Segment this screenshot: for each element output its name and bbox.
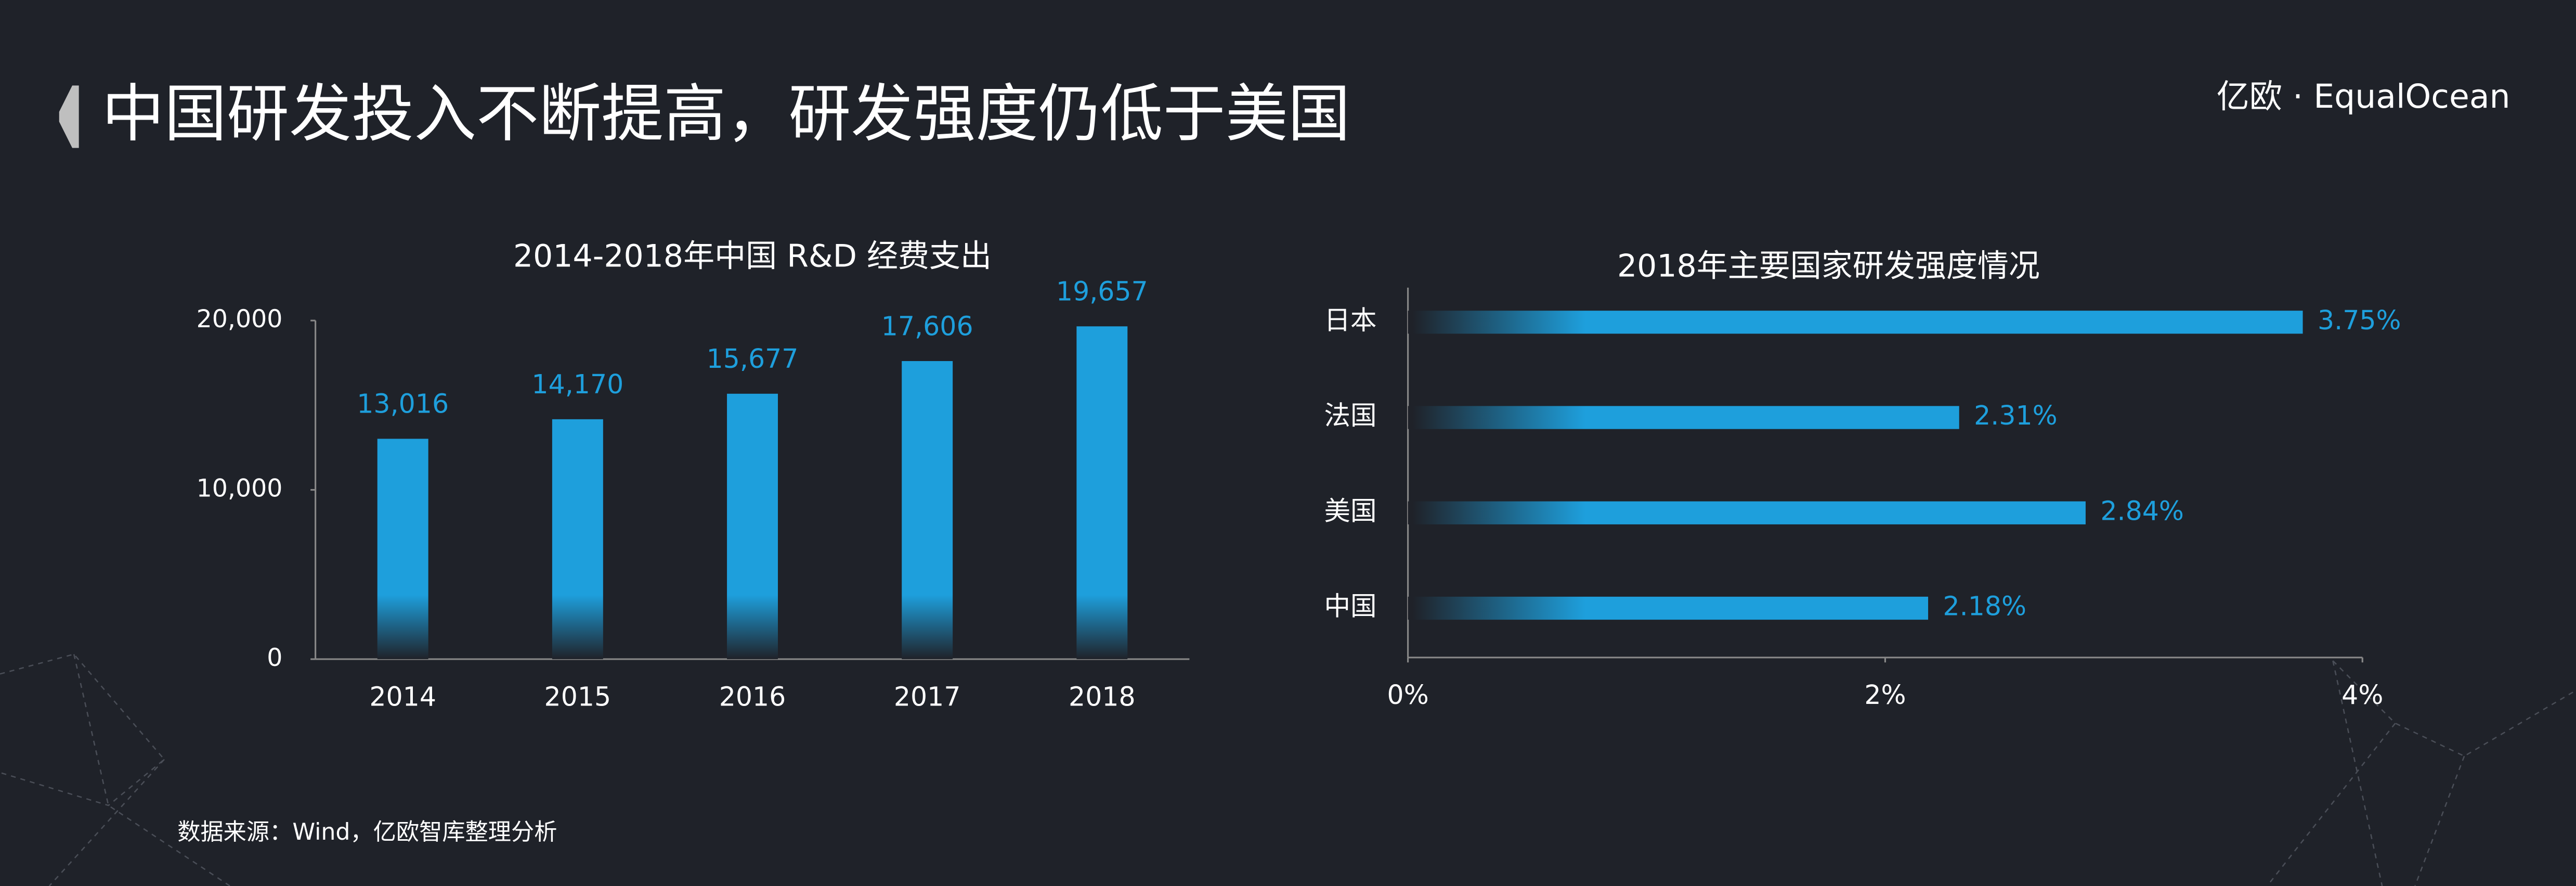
bar xyxy=(1408,406,1959,429)
bar xyxy=(1408,311,2303,334)
data-label: 2.18% xyxy=(1943,591,2026,622)
y-tick-label: 中国 xyxy=(1324,591,1377,622)
bar xyxy=(1408,501,2086,524)
page-title: 中国研发投入不断提高，研发强度仍低于美国 xyxy=(102,78,1350,150)
x-tick-label: 2015 xyxy=(544,681,612,712)
data-label: 13,016 xyxy=(357,389,449,419)
chart-title: 2018年主要国家研发强度情况 xyxy=(1617,248,2040,285)
x-tick-label: 4% xyxy=(2341,679,2383,710)
bar xyxy=(377,439,428,659)
y-tick-label: 日本 xyxy=(1324,305,1377,336)
y-tick-label: 美国 xyxy=(1324,495,1377,526)
data-label: 2.84% xyxy=(2100,495,2184,526)
x-tick-label: 2% xyxy=(1864,679,1906,710)
x-tick-label: 2018 xyxy=(1069,681,1136,712)
title-marker xyxy=(59,85,79,148)
data-label: 14,170 xyxy=(531,369,623,400)
bar xyxy=(1076,326,1128,659)
y-tick-label: 10,000 xyxy=(197,474,283,503)
data-label: 19,657 xyxy=(1056,276,1148,307)
x-tick-label: 2017 xyxy=(894,681,961,712)
bar xyxy=(552,419,603,659)
data-label: 3.75% xyxy=(2318,305,2401,336)
bar xyxy=(902,361,953,659)
bar xyxy=(1408,596,1929,620)
source-note: 数据来源：Wind，亿欧智库整理分析 xyxy=(177,819,557,845)
data-label: 15,677 xyxy=(707,343,799,374)
chart-title: 2014-2018年中国 R&D 经费支出 xyxy=(513,238,992,275)
x-tick-label: 0% xyxy=(1387,679,1429,710)
y-tick-label: 20,000 xyxy=(197,305,283,333)
bar xyxy=(727,393,778,659)
decoration xyxy=(0,653,2576,886)
y-tick-label: 法国 xyxy=(1324,400,1377,431)
y-tick-label: 0 xyxy=(267,644,282,672)
data-label: 2.31% xyxy=(1974,400,2058,431)
x-tick-label: 2016 xyxy=(719,681,786,712)
logo: 亿欧 · EqualOcean xyxy=(2217,77,2510,115)
x-tick-label: 2014 xyxy=(369,681,436,712)
data-label: 17,606 xyxy=(881,311,973,341)
